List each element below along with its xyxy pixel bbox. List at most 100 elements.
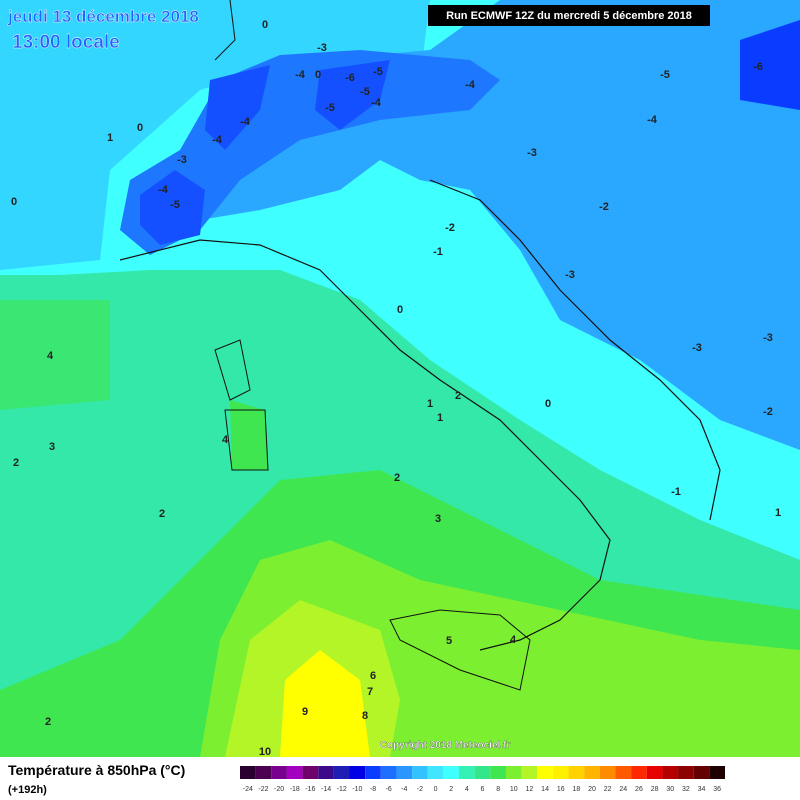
contour-label: 9 [302,706,308,718]
map-time: 13:00 locale [12,32,120,53]
contour-label: -4 [212,134,223,146]
colorbar-swatch [333,766,350,779]
contour-label: 0 [315,69,321,81]
colorbar-label: 20 [588,786,596,793]
contour-label: -3 [527,147,537,159]
contour-label: 0 [137,122,143,134]
colorbar-label: -2 [417,786,423,793]
colorbar-label: 14 [541,786,549,793]
colorbar-label: 4 [465,786,469,793]
contour-label: -3 [177,154,187,166]
colorbar-swatch [646,766,663,779]
colorbar-swatch [505,766,522,779]
colorbar-swatch [318,766,334,779]
colorbar-label: -20 [274,786,284,793]
contour-label: -5 [660,69,670,81]
colorbar-swatch [271,766,287,779]
contour-label: -5 [170,199,180,211]
contour-label: -2 [445,222,455,234]
contour-label: -1 [433,246,443,258]
contour-label: 10 [259,746,271,758]
footer-subtitle: (+192h) [8,784,47,796]
contour-label: -6 [753,61,763,73]
contour-label: 3 [435,513,441,525]
contour-labels: 0-3-4 0 -6 -5-5-5 -4-4-5-6-4-3-4-4-3010-4-5-… [11,19,781,758]
map-title: jeudi 13 décembre 2018 [7,7,199,26]
contour-label: 2 [13,457,19,469]
colorbar-swatch [615,766,632,779]
colorbar-label: -14 [321,786,331,793]
run-info: Run ECMWF 12Z du mercredi 5 décembre 201… [446,10,692,22]
contour-label: 1 [437,412,443,424]
colorbar-label: 18 [572,786,580,793]
contour-label: 0 [262,19,268,31]
colorbar: -24 -22 -20 -18 -16 -14 -12 -10 -8 -6 -4 -2 0 2 4 6 8 10 1… [240,766,725,793]
contour-label: 4 [510,634,517,646]
contour-label: 1 [107,132,113,144]
map-field [0,0,800,757]
colorbar-label: 22 [604,786,612,793]
contour-label: -3 [763,332,773,344]
contour-label: -5 [373,66,383,78]
colorbar-label: 12 [526,786,534,793]
contour-label: -4 [465,79,476,91]
run-box [428,5,710,26]
contour-label: -4 [647,114,658,126]
contour-label: 1 [427,398,433,410]
colorbar-swatch [240,766,256,779]
contour-label: -3 [692,342,702,354]
colorbar-swatch [459,766,475,779]
colorbar-swatch [412,766,428,779]
colorbar-label: 6 [481,786,485,793]
colorbar-label: -6 [386,786,392,793]
colorbar-swatch [349,766,366,779]
colorbar-swatch [693,766,710,779]
colorbar-label: 8 [496,786,500,793]
contour-label: -4 [295,69,306,81]
colorbar-swatch [599,766,616,779]
colorbar-label: -4 [401,786,407,793]
colorbar-label: 16 [557,786,565,793]
contour-label: -3 [565,269,575,281]
contour-label: 2 [45,716,51,728]
colorbar-label: -8 [370,786,376,793]
contour-label: 2 [455,390,461,402]
colorbar-label: 28 [651,786,659,793]
colorbar-swatch [427,766,444,779]
colorbar-label: 26 [635,786,643,793]
colorbar-label: -18 [290,786,300,793]
contour-label: -4 [371,97,382,109]
colorbar-swatch [709,766,725,779]
colorbar-label: -10 [352,786,362,793]
colorbar-swatch [584,766,600,779]
contour-label: 0 [545,398,551,410]
contour-label: 4 [47,350,54,362]
contour-label: 2 [394,472,400,484]
contour-label: 5 [446,635,452,647]
colorbar-swatch [365,766,381,779]
colorbar-swatch [521,766,538,779]
contour-label: -5 [325,102,335,114]
colorbar-label: -12 [337,786,347,793]
colorbar-swatch [537,766,553,779]
colorbar-label: 2 [449,786,453,793]
contour-label: -1 [671,486,681,498]
colorbar-label: 30 [666,786,674,793]
contour-label: 3 [49,441,55,453]
colorbar-swatch [396,766,413,779]
colorbar-swatch [568,766,585,779]
colorbar-label: 36 [713,786,721,793]
contour-label: -2 [599,201,609,213]
colorbar-label: -16 [305,786,315,793]
contour-label: 8 [362,710,368,722]
contour-label: -4 [240,116,251,128]
colorbar-swatch [286,766,303,779]
colorbar-swatch [490,766,506,779]
contour-label: -3 [317,42,327,54]
colorbar-label: 0 [434,786,438,793]
colorbar-swatch [255,766,272,779]
colorbar-swatch [552,766,569,779]
contour-label: -5 [360,86,370,98]
colorbar-swatch [474,766,491,779]
